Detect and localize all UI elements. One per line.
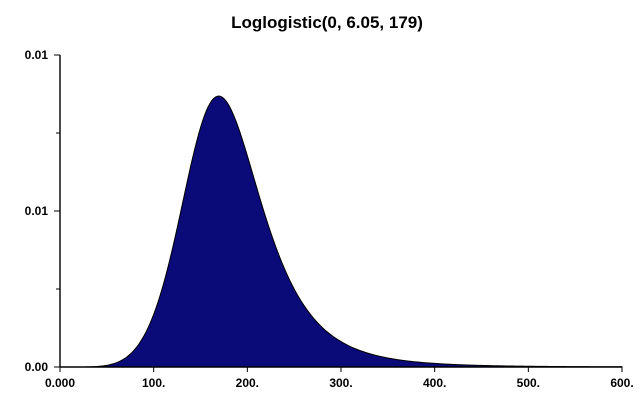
x-tick-label: 300. (329, 376, 352, 390)
x-tick-label: 400. (423, 376, 446, 390)
y-tick-label: 0.00 (25, 360, 49, 374)
x-tick-label: 0.000 (45, 376, 75, 390)
y-tick-label: 0.01 (25, 204, 49, 218)
density-area (60, 95, 623, 368)
y-tick-label: 0.01 (25, 48, 49, 62)
y-axis-ticks: 0.00 0.01 0.01 (25, 48, 60, 374)
x-tick-label: 100. (142, 376, 165, 390)
x-axis-ticks: 0.000 100. 200. 300. 400. 500. 600. (45, 367, 634, 390)
chart-title: Loglogistic(0, 6.05, 179) (231, 13, 423, 32)
x-tick-label: 600. (610, 376, 633, 390)
x-tick-label: 500. (517, 376, 540, 390)
x-tick-label: 200. (236, 376, 259, 390)
